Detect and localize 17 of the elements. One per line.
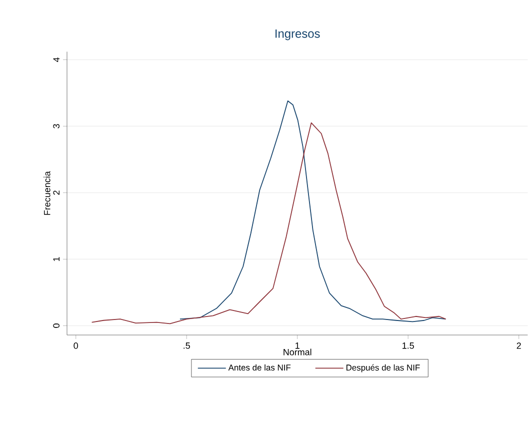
x-tick-label: 1 bbox=[296, 342, 300, 349]
x-tick-label: 1.5 bbox=[402, 342, 414, 349]
line-series bbox=[91, 122, 446, 324]
x-tick-label: 0 bbox=[74, 342, 78, 349]
chart-title: Ingresos bbox=[276, 30, 320, 40]
line-series bbox=[180, 100, 446, 322]
x-tick-label: .5 bbox=[184, 342, 190, 349]
x-axis-title: Normal bbox=[284, 348, 312, 356]
y-tick-label: 1 bbox=[53, 257, 60, 261]
y-tick-label: 4 bbox=[53, 57, 60, 62]
legend-label: Después de las NIF bbox=[346, 364, 420, 372]
y-tick-label: 2 bbox=[53, 190, 60, 195]
y-tick-label: 3 bbox=[53, 124, 60, 128]
x-tick-label: 2 bbox=[516, 342, 521, 349]
legend-label: Antes de las NIF bbox=[228, 364, 291, 371]
y-tick-label: 0 bbox=[53, 324, 60, 328]
y-axis-title: Frecuencia bbox=[44, 171, 50, 215]
